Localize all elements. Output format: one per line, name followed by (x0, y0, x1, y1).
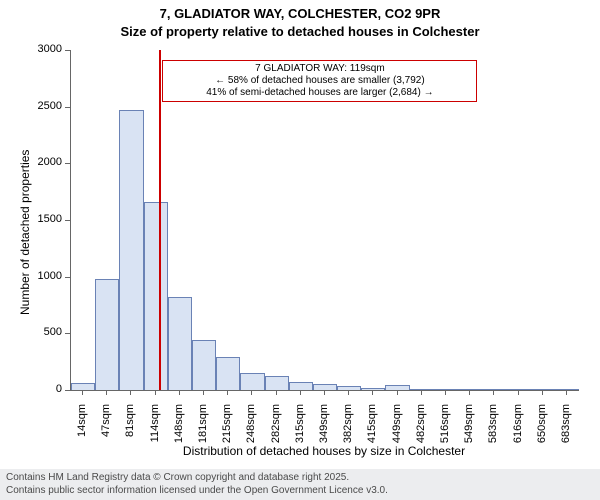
x-tick-label: 415sqm (366, 404, 378, 454)
y-tick-label: 2000 (22, 156, 62, 168)
y-tick-label: 1000 (22, 270, 62, 282)
x-tick-label: 114sqm (149, 404, 161, 454)
histogram-bar (265, 376, 289, 390)
x-tick-mark (348, 390, 349, 395)
histogram-bar (144, 202, 168, 390)
x-tick-mark (155, 390, 156, 395)
x-tick-mark (445, 390, 446, 395)
x-tick-mark (421, 390, 422, 395)
histogram-bar (337, 386, 361, 390)
y-tick-label: 1500 (22, 213, 62, 225)
x-tick-label: 382sqm (342, 404, 354, 454)
x-tick-mark (179, 390, 180, 395)
y-tick-mark (65, 390, 70, 391)
annotation-line-2: ← 58% of detached houses are smaller (3,… (169, 75, 470, 87)
attribution-footer: Contains HM Land Registry data © Crown c… (0, 469, 600, 500)
x-tick-mark (542, 390, 543, 395)
y-tick-mark (65, 50, 70, 51)
x-tick-label: 549sqm (463, 404, 475, 454)
x-tick-mark (518, 390, 519, 395)
reference-line (159, 50, 161, 390)
histogram-bar (95, 279, 119, 390)
footer-line-2: Contains public sector information licen… (6, 485, 594, 498)
x-tick-label: 215sqm (221, 404, 233, 454)
x-tick-label: 616sqm (512, 404, 524, 454)
x-tick-label: 282sqm (270, 404, 282, 454)
x-tick-label: 81sqm (124, 404, 136, 454)
annotation-box: 7 GLADIATOR WAY: 119sqm← 58% of detached… (162, 60, 477, 102)
x-tick-label: 449sqm (391, 404, 403, 454)
histogram-bar (361, 388, 385, 390)
x-tick-label: 47sqm (100, 404, 112, 454)
x-tick-label: 14sqm (76, 404, 88, 454)
x-tick-mark (251, 390, 252, 395)
x-tick-label: 315sqm (294, 404, 306, 454)
footer-line-1: Contains HM Land Registry data © Crown c… (6, 472, 594, 485)
x-tick-label: 181sqm (197, 404, 209, 454)
x-tick-label: 148sqm (173, 404, 185, 454)
x-tick-mark (469, 390, 470, 395)
annotation-line-1: 7 GLADIATOR WAY: 119sqm (169, 63, 470, 75)
chart-container: 7, GLADIATOR WAY, COLCHESTER, CO2 9PR Si… (0, 0, 600, 500)
histogram-bar (192, 340, 216, 390)
x-tick-label: 349sqm (318, 404, 330, 454)
x-tick-mark (130, 390, 131, 395)
x-tick-mark (493, 390, 494, 395)
y-tick-label: 0 (22, 383, 62, 395)
x-tick-mark (227, 390, 228, 395)
histogram-bar (555, 389, 579, 390)
x-tick-mark (300, 390, 301, 395)
x-tick-mark (106, 390, 107, 395)
histogram-bar (216, 357, 240, 390)
annotation-line-3: 41% of semi-detached houses are larger (… (169, 87, 470, 99)
y-tick-mark (65, 107, 70, 108)
histogram-bar (119, 110, 143, 391)
y-axis-label: Number of detached properties (18, 150, 32, 315)
x-tick-mark (324, 390, 325, 395)
y-tick-label: 3000 (22, 43, 62, 55)
histogram-bar (531, 389, 555, 390)
x-tick-label: 248sqm (245, 404, 257, 454)
y-tick-mark (65, 333, 70, 334)
x-tick-label: 683sqm (560, 404, 572, 454)
histogram-bar (289, 382, 313, 390)
x-tick-label: 583sqm (487, 404, 499, 454)
histogram-bar (482, 389, 506, 390)
plot-area: 7 GLADIATOR WAY: 119sqm← 58% of detached… (70, 50, 579, 391)
x-tick-mark (566, 390, 567, 395)
chart-title-sub: Size of property relative to detached ho… (0, 24, 600, 39)
histogram-bar (506, 389, 530, 390)
histogram-bar (71, 383, 95, 390)
histogram-bar (240, 373, 264, 390)
histogram-bar (434, 389, 458, 390)
histogram-bar (168, 297, 192, 390)
x-tick-label: 482sqm (415, 404, 427, 454)
histogram-bar (458, 389, 482, 390)
x-tick-mark (276, 390, 277, 395)
x-tick-mark (397, 390, 398, 395)
x-tick-label: 650sqm (536, 404, 548, 454)
histogram-bar (385, 385, 409, 390)
chart-title-main: 7, GLADIATOR WAY, COLCHESTER, CO2 9PR (0, 6, 600, 21)
x-tick-mark (203, 390, 204, 395)
y-tick-mark (65, 220, 70, 221)
y-tick-mark (65, 163, 70, 164)
y-tick-label: 500 (22, 326, 62, 338)
histogram-bar (410, 389, 434, 390)
y-tick-mark (65, 277, 70, 278)
x-tick-mark (82, 390, 83, 395)
x-tick-label: 516sqm (439, 404, 451, 454)
x-tick-mark (372, 390, 373, 395)
y-tick-label: 2500 (22, 100, 62, 112)
